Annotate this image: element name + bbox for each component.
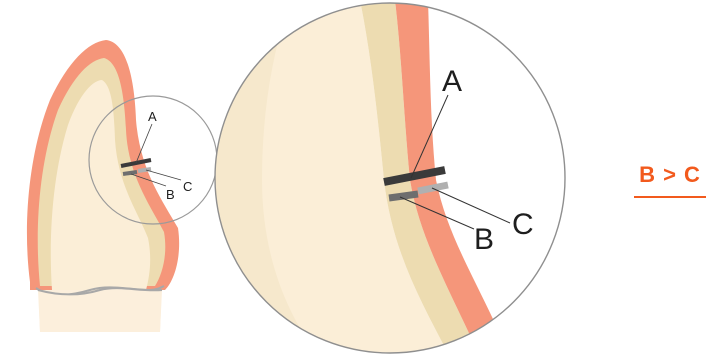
zoom-view: A B C [214, 2, 566, 354]
label-b-small: B [166, 187, 175, 202]
zoom-dentin [360, 3, 480, 353]
marker-c-small [137, 167, 152, 173]
label-a-large: A [442, 65, 462, 98]
tooth-root-block [38, 288, 162, 332]
zoom-enamel [395, 3, 510, 353]
small-tooth: A B C [26, 40, 218, 332]
label-c-large: C [512, 208, 534, 241]
comparison-result: B > C [639, 162, 701, 187]
marker-b-large [388, 190, 419, 202]
marker-b-small [122, 170, 138, 176]
magnifier-circle-large [214, 2, 566, 354]
label-b-large: B [474, 223, 494, 256]
marker-a-large [383, 166, 446, 186]
label-a-small: A [148, 109, 157, 124]
result-underline [634, 196, 706, 198]
pulp-chamber [50, 80, 151, 290]
label-c-small: C [183, 179, 192, 194]
